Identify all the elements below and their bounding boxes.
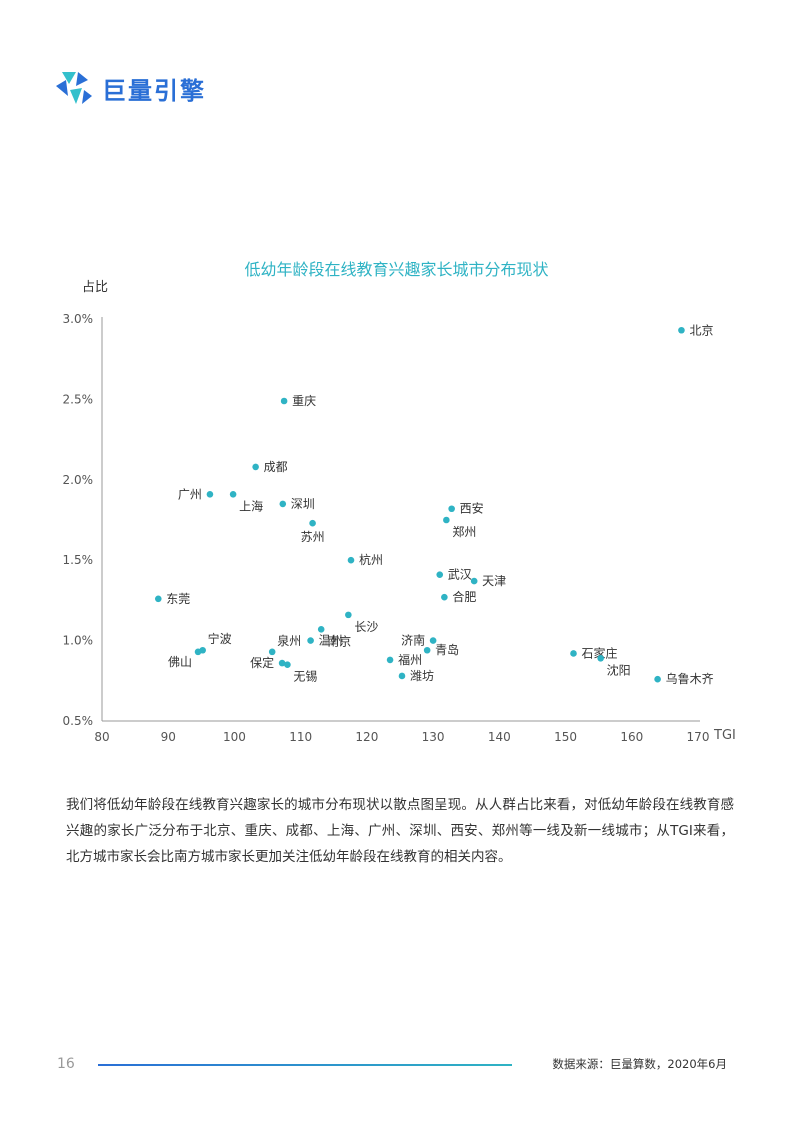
point-label: 合肥 [452,589,476,604]
page-number: 16 [57,1056,75,1072]
chart-title: 低幼年龄段在线教育兴趣家长城市分布现状 [244,260,549,279]
x-tick-label: 140 [488,730,511,744]
data-point [448,505,455,513]
point-label: 福州 [398,652,422,667]
point-label: 青岛 [435,642,459,657]
point-label: 杭州 [359,552,383,567]
x-tick-label: 110 [289,730,312,744]
data-point [307,637,314,644]
data-point [597,654,604,662]
x-tick-label: 130 [422,730,445,744]
x-tick-label: 160 [620,730,643,744]
point-label: 佛山 [168,655,192,669]
data-point [252,463,259,471]
data-point [654,675,661,683]
scatter-chart: 80 90 100 110 120 130 140 150 160 170 0.5% 1.0% 1.5%… [63,312,736,744]
data-point [678,326,685,334]
point-label: 天津 [482,574,506,588]
y-axis-label: 占比 [82,280,109,295]
brand-name: 巨量引擎 [102,76,206,105]
data-point [194,648,202,656]
brand-logo: 巨量引擎 [52,66,206,110]
point-label: 乌鲁木齐 [666,671,714,686]
x-tick-label: 120 [355,730,378,744]
y-tick-label: 2.0% [63,473,94,487]
point-label: 北京 [689,323,713,337]
point-label: 济南 [401,633,425,648]
point-label: 沈阳 [607,662,631,677]
y-tick-label: 0.5% [63,714,94,728]
data-point [206,490,214,498]
point-label: 保定 [250,655,274,670]
x-tick-label: 150 [554,730,577,744]
data-point [398,672,406,680]
data-point [570,650,577,657]
y-tick-label: 2.5% [63,392,94,406]
brand-logo-icon [56,72,92,104]
point-label: 深圳 [291,497,315,511]
data-point [278,659,286,667]
point-label: 宁波 [208,631,232,646]
data-point [470,577,478,585]
data-point [284,661,291,669]
x-tick-label: 90 [161,730,176,744]
point-label: 潍坊 [410,668,434,683]
data-point [268,648,276,656]
data-point [279,500,287,508]
data-point [229,490,237,498]
footer-divider [98,1064,512,1066]
x-tick-label: 80 [94,730,109,744]
data-point [309,519,316,527]
point-label: 南京 [327,633,351,648]
point-label: 上海 [239,498,263,513]
data-point [347,556,355,564]
data-point [429,637,437,644]
point-label: 成都 [264,460,288,474]
point-label: 东莞 [166,592,190,606]
x-tick-label: 100 [223,730,246,744]
data-source: 数据来源：巨量算数，2020年6月 [552,1057,727,1071]
data-point [423,646,431,654]
y-tick-label: 3.0% [63,312,94,326]
point-label: 长沙 [354,620,378,634]
point-label: 苏州 [301,530,325,544]
body-paragraph: 我们将低幼年龄段在线教育兴趣家长的城市分布现状以散点图呈现。从人群占比来看，对低… [66,797,734,865]
data-point [280,397,288,405]
data-point [443,516,450,524]
data-point [436,571,444,578]
point-label: 无锡 [293,669,317,684]
point-label: 泉州 [277,634,301,648]
y-tick-label: 1.0% [63,634,94,648]
point-label: 重庆 [292,394,316,408]
data-point [154,595,162,603]
data-point [386,656,394,664]
y-tick-label: 1.5% [63,553,94,567]
x-axis-label: TGI [713,728,736,743]
data-point [317,626,325,633]
point-label: 温州 [319,634,343,648]
x-tick-label: 170 [687,730,710,744]
data-point [345,611,352,619]
point-label: 郑州 [452,524,476,539]
data-point [441,593,448,601]
point-label: 石家庄 [582,645,618,660]
point-label: 西安 [460,501,484,516]
point-label: 武汉 [448,568,472,582]
point-label: 广州 [178,487,202,501]
